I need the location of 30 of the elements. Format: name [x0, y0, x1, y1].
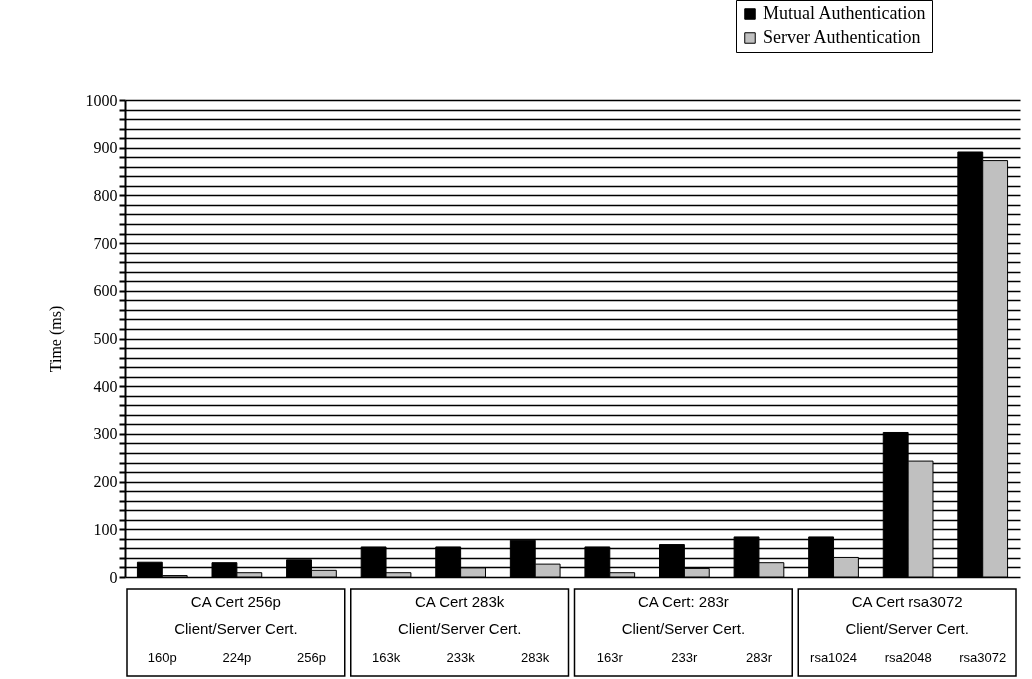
y-tick-label: 700	[93, 234, 118, 252]
x-tick-label: 256p	[297, 649, 326, 665]
legend-label: Mutual Authentication	[763, 3, 926, 23]
y-tick-label: 1000	[85, 91, 118, 109]
text: CA Cert: 283r Client/Server Cert.	[621, 593, 746, 637]
y-axis-title: Time (ms)	[46, 305, 65, 373]
y-tick-label: 400	[93, 377, 118, 395]
x-tick-label: 233r	[671, 649, 699, 665]
x-tick-label: rsa2048	[884, 649, 932, 665]
y-tick-label: 800	[93, 186, 118, 204]
x-tick-label: 233k	[446, 649, 476, 665]
x-tick-label: 283k	[521, 649, 550, 665]
x-tick-label: 224p	[222, 649, 252, 665]
y-tick-label: 900	[93, 139, 118, 157]
y-tick-label: 200	[93, 473, 118, 491]
y-tick-label: 100	[93, 520, 118, 538]
x-tick-label: 283r	[745, 649, 773, 665]
x-tick-label: rsa3072	[959, 649, 1007, 665]
legend-label: Server Authentication	[763, 27, 921, 47]
y-tick-label: 0	[109, 568, 118, 586]
x-tick-label: 160p	[147, 649, 177, 665]
text: CA Cert 256p Client/Server Cert.	[174, 593, 298, 637]
x-tick-label: 163k	[371, 649, 401, 665]
text: CA Cert 283k Client/Server Cert.	[397, 593, 522, 637]
x-tick-label: 163r	[596, 649, 624, 665]
y-tick-label: 500	[93, 330, 118, 347]
text: CA Cert rsa3072 Client/Server Cert.	[845, 593, 969, 637]
y-tick-label: 600	[93, 282, 118, 300]
y-tick-label: 300	[93, 425, 118, 443]
x-tick-label: rsa1024	[810, 649, 858, 665]
